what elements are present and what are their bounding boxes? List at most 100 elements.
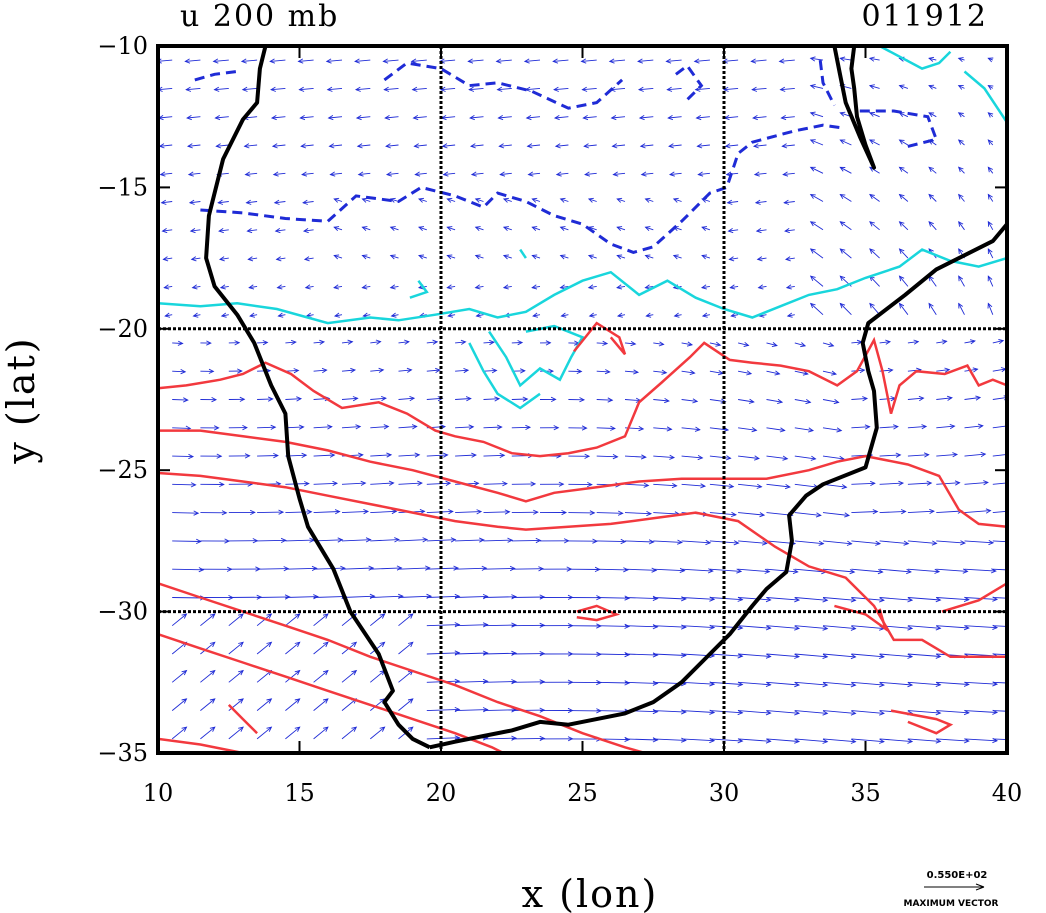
wind-vector [483,368,498,374]
wind-vector [200,669,216,683]
wind-vector [370,395,387,402]
wind-vector [851,681,885,688]
wind-vector [928,221,937,231]
wind-vector [158,143,173,149]
wind-vector [782,171,795,177]
wind-vector [539,736,574,742]
wind-vector [822,399,840,405]
wind-vector [527,171,541,177]
wind-vector [839,302,852,316]
wind-vector [333,284,343,290]
wind-vector [785,284,795,290]
wind-vector [228,396,246,402]
wind-vector [653,341,665,347]
wind-vector [728,256,739,262]
wind-vector [171,698,188,711]
wind-vector [439,86,456,92]
wind-vector [624,539,655,545]
wind-vector [502,254,512,260]
positive-contour [573,321,627,356]
positive-contour [834,604,888,632]
wind-vector [455,452,477,458]
wind-vector [398,424,418,430]
wind-vector [160,199,173,205]
wind-vector [738,370,753,376]
wind-vector [653,454,676,460]
wind-vector [398,669,414,683]
wind-vector [723,115,739,121]
wind-vector [554,143,569,149]
x-axis-label: x (lon) [522,872,659,913]
wind-vector [228,424,248,431]
wind-vector [596,510,624,516]
wind-vector [398,395,416,402]
wind-vector [709,341,722,347]
wind-vector [879,424,899,430]
max-vector-arrowhead [975,883,985,891]
wind-vector [200,481,225,488]
wind-vector [474,254,484,260]
wind-vector [766,370,781,376]
wind-vector [992,597,1007,599]
wind-vector [794,710,829,716]
wind-vector [298,86,314,92]
wind-vector [257,594,291,600]
wind-vector [172,369,187,375]
wind-vector [218,228,229,234]
wind-vector [190,256,201,262]
wind-vector [228,509,256,516]
wind-vector [907,508,935,514]
wind-vector [370,726,386,740]
wind-vector [936,452,959,458]
wind-vector [398,367,413,373]
wind-vector [879,597,914,603]
wind-vector [370,452,393,458]
wind-vector [341,424,362,430]
wind-vector [256,726,273,740]
positive-contour [158,582,646,753]
wind-vector [200,538,231,544]
coastline-south [429,222,1007,750]
wind-vector [738,710,772,716]
wind-vector [794,597,829,603]
wind-vector [285,537,316,543]
wind-vector [907,480,933,486]
wind-vector [936,738,970,744]
wind-vector [701,254,711,260]
wind-vector [539,623,574,629]
wind-vector [958,193,965,202]
wind-vector [341,508,370,515]
wind-vector [200,425,220,431]
wind-vector [936,339,948,345]
positive-contour [576,604,621,622]
wind-vector [653,426,673,432]
wind-vector [596,595,631,601]
wind-vector [568,453,591,459]
wind-vector [469,143,484,149]
wind-vector [936,480,961,486]
wind-vector [285,339,297,345]
wind-vector [455,707,489,713]
wind-vector [228,698,244,711]
wind-vector [361,254,371,260]
wind-vector [285,641,301,655]
wind-vector [992,339,1005,345]
wind-vector [738,540,768,546]
wind-vector [526,143,541,149]
wind-vector [313,509,341,515]
wind-vector [694,86,710,92]
wind-vector [737,341,750,347]
wind-vector [879,480,905,486]
wind-vector [455,622,489,628]
wind-vector [987,139,994,146]
wind-vector [738,653,772,659]
wind-vector [928,56,937,62]
y-tick-label: −20 [97,315,148,343]
wind-vector [851,738,885,744]
wind-vector [370,537,400,543]
wind-vector [531,197,541,203]
wind-vector [412,115,427,121]
wind-vector [270,86,286,92]
wind-vector [560,312,569,318]
x-tick-label: 10 [143,779,174,807]
